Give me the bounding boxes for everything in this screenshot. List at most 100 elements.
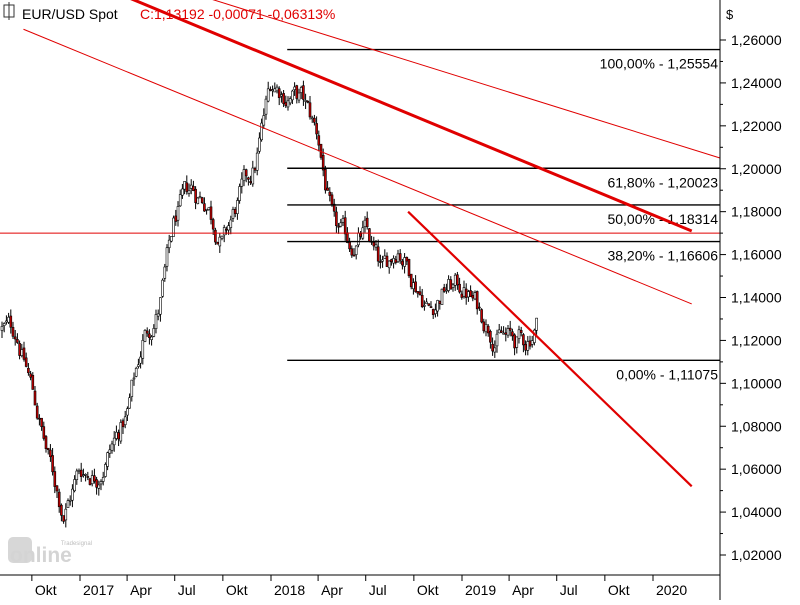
candle-body <box>491 343 494 352</box>
candle-body <box>33 390 37 406</box>
candle-body <box>513 334 516 349</box>
candle-body <box>20 349 24 356</box>
candle-body <box>418 291 422 295</box>
candle-body <box>104 464 107 477</box>
candle-body <box>174 215 178 222</box>
candle-layer <box>0 80 538 528</box>
candle-body <box>77 470 81 472</box>
candle-body <box>251 167 255 185</box>
candle-body <box>53 471 57 487</box>
fib-level-label: 100,00% - 1,25554 <box>600 56 719 72</box>
candle-body <box>458 283 461 293</box>
candle-body <box>471 295 475 299</box>
candle-body <box>86 476 90 478</box>
candle-body <box>99 481 103 485</box>
candle-body <box>44 436 48 449</box>
candle-body <box>519 330 523 333</box>
candle-body <box>412 282 415 290</box>
candle-body <box>203 203 206 212</box>
candle-body <box>357 232 360 246</box>
candle-body <box>390 259 393 262</box>
candle-body <box>145 330 149 334</box>
candle-body <box>214 229 217 243</box>
candle-body <box>530 340 534 345</box>
symbol-title: EUR/USD Spot <box>22 6 118 22</box>
candle-body <box>447 279 450 291</box>
candle-body <box>108 449 112 454</box>
candle-body <box>130 379 134 397</box>
candle-body <box>407 259 411 277</box>
candle-body <box>97 484 101 489</box>
candle-body <box>374 244 378 248</box>
candle-body <box>60 504 63 516</box>
candle-body <box>526 341 530 351</box>
candle-body <box>262 115 266 126</box>
candle-body <box>218 236 222 247</box>
candle-body <box>425 301 428 305</box>
x-tick-label: 2020 <box>656 582 687 598</box>
y-tick-label: 1,12000 <box>731 332 782 348</box>
candle-body <box>240 178 244 187</box>
candle-body <box>176 206 180 221</box>
candle-body <box>200 197 204 203</box>
candle-body <box>238 186 241 201</box>
candle-body <box>121 420 125 428</box>
candle-body <box>396 253 400 263</box>
candle-body <box>137 364 140 367</box>
candle-body <box>304 100 307 102</box>
candle-body <box>504 332 508 335</box>
candle-body <box>123 416 127 425</box>
candle-body <box>119 422 123 442</box>
y-tick-label: 1,10000 <box>731 375 782 391</box>
candle-body <box>35 405 39 419</box>
candle-body <box>194 188 197 203</box>
candle-body <box>306 101 310 103</box>
candle-body <box>5 320 8 323</box>
candle-body <box>189 184 193 189</box>
candle-body <box>392 258 395 264</box>
candle-body <box>236 200 239 214</box>
candle-body <box>478 306 481 309</box>
candle-body <box>484 324 488 333</box>
candle-body <box>348 242 351 250</box>
candle-body <box>280 94 283 97</box>
candle-body <box>68 499 72 502</box>
outer-channel-line <box>212 0 721 159</box>
y-axis-panel <box>720 0 800 600</box>
x-tick-label: Apr <box>130 582 152 598</box>
candle-body <box>429 306 433 308</box>
candle-body <box>376 246 380 262</box>
candle-body <box>414 281 417 293</box>
candle-body <box>170 236 173 242</box>
candle-body <box>183 181 186 190</box>
candle-body <box>253 168 257 171</box>
watermark-brand: Tradesignal <box>61 541 92 547</box>
y-tick-label: 1,20000 <box>731 161 782 177</box>
candle-body <box>128 397 131 409</box>
candle-body <box>416 291 420 294</box>
candle-body <box>440 288 444 305</box>
x-tick-label: 2019 <box>465 582 496 598</box>
candle-body <box>460 293 464 298</box>
candle-body <box>335 211 338 227</box>
candle-body <box>117 432 120 440</box>
candle-body <box>321 154 325 171</box>
candle-body <box>324 169 327 191</box>
x-tick-label: Okt <box>417 582 439 598</box>
candle-body <box>427 303 431 306</box>
candle-body <box>220 235 224 239</box>
chart-header: EUR/USD Spot C:1,13192 -0,00071 -0,06313… <box>3 2 335 22</box>
candle-body <box>475 291 479 310</box>
candle-body <box>57 491 61 508</box>
x-tick-label: Apr <box>321 582 343 598</box>
candle-body <box>18 343 21 356</box>
candle-body <box>73 479 76 492</box>
candle-body <box>535 317 538 331</box>
candle-body <box>480 309 483 323</box>
candle-body <box>242 169 246 182</box>
candle-body <box>282 93 285 105</box>
candle-body <box>227 225 230 231</box>
candle-body <box>11 327 15 337</box>
